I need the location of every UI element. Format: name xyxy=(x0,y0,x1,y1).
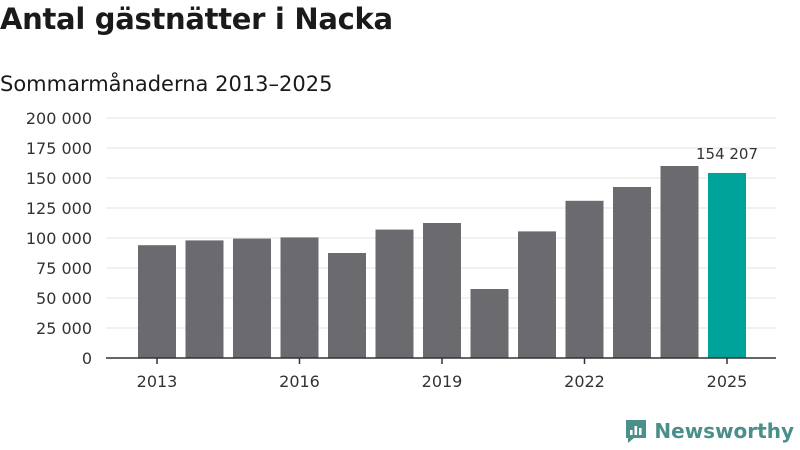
chart-subtitle: Sommarmånaderna 2013–2025 xyxy=(0,72,333,96)
bar xyxy=(518,231,556,358)
bar xyxy=(470,289,509,358)
y-tick-label: 50 000 xyxy=(36,289,92,308)
y-tick-label: 100 000 xyxy=(26,229,92,248)
newsworthy-logo-icon xyxy=(626,420,647,443)
data-label: 154 207 xyxy=(696,145,758,163)
bar xyxy=(138,245,176,358)
bar xyxy=(375,229,414,358)
bar xyxy=(423,223,461,358)
y-tick-label: 75 000 xyxy=(36,259,92,278)
y-tick-label: 0 xyxy=(82,349,92,368)
y-tick-label: 200 000 xyxy=(26,109,92,128)
bar xyxy=(328,253,366,358)
brand-logo: Newsworthy xyxy=(624,418,794,444)
x-tick-label: 2022 xyxy=(564,372,605,391)
y-tick-label: 150 000 xyxy=(26,169,92,188)
bar xyxy=(233,238,271,358)
bar xyxy=(185,240,224,358)
bar xyxy=(565,200,604,358)
bar xyxy=(280,237,319,358)
x-tick-label: 2016 xyxy=(279,372,320,391)
x-tick-label: 2025 xyxy=(707,372,748,391)
chart-title: Antal gästnätter i Nacka xyxy=(0,2,393,36)
bar xyxy=(660,166,699,358)
y-tick-label: 25 000 xyxy=(36,319,92,338)
bar xyxy=(708,172,746,358)
x-tick-label: 2013 xyxy=(137,372,178,391)
y-tick-label: 125 000 xyxy=(26,199,92,218)
bar xyxy=(613,187,651,358)
y-tick-label: 175 000 xyxy=(26,139,92,158)
x-tick-label: 2019 xyxy=(422,372,463,391)
brand-name: Newsworthy xyxy=(654,419,794,443)
